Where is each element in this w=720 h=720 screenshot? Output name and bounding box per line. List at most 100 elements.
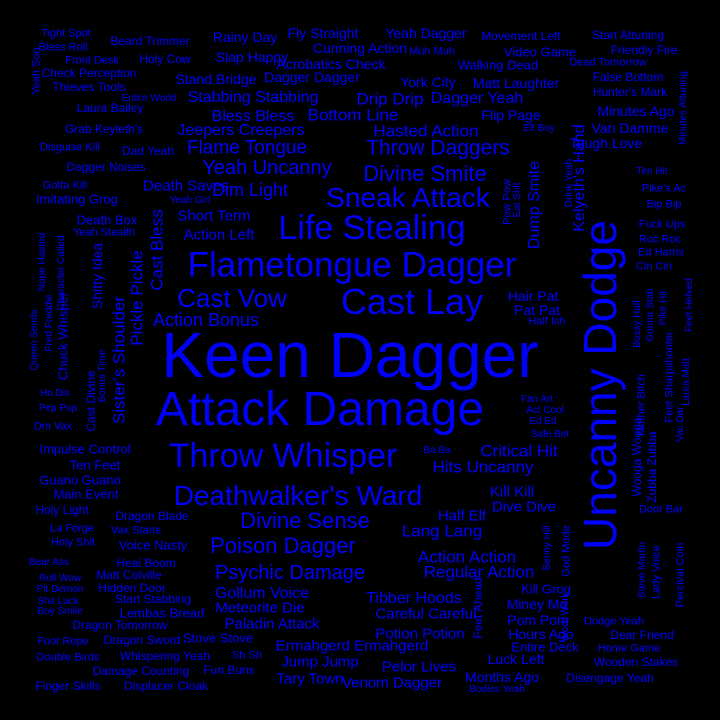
cloud-word: Nope Hasted: [37, 232, 48, 292]
cloud-word: Divine Smite: [363, 161, 487, 186]
cloud-word: Matt Laughter: [472, 75, 560, 91]
cloud-word: Cast Vow: [177, 283, 287, 313]
cloud-word: Disengage Yeah: [566, 671, 654, 685]
cloud-word: Jump Jump: [281, 653, 359, 671]
cloud-word: York City: [400, 74, 456, 90]
cloud-word: Dear Friend: [610, 628, 674, 642]
cloud-word: Pike Hit: [658, 290, 669, 326]
cloud-word: Benny Hill: [542, 525, 553, 571]
cloud-word: Yeah Son: [30, 47, 43, 95]
cloud-word: Yeah Uncanny: [202, 157, 332, 179]
cloud-word: Throw Whisper: [168, 437, 398, 475]
cloud-word: Foot Rope: [37, 635, 89, 648]
cloud-word: Muh Muh: [409, 45, 455, 58]
cloud-word: Dodge Yeah: [584, 615, 644, 628]
cloud-word: Vac Dar: [675, 406, 686, 442]
cloud-word: Imitating Grog: [36, 191, 118, 207]
cloud-word: Shit Luck: [37, 596, 79, 607]
cloud-word: Main Event: [53, 486, 119, 502]
cloud-word: Pelor Lives: [381, 658, 457, 676]
cloud-word: Walking Dead: [457, 57, 539, 73]
cloud-word: Rainy Day: [212, 29, 278, 45]
cloud-word: Van Damme: [591, 120, 669, 136]
cloud-word: Ten Feet: [69, 457, 121, 473]
cloud-word: Meteorite Die: [215, 599, 305, 617]
cloud-word: Cast Lay: [340, 281, 484, 322]
cloud-word: Bottom Line: [307, 105, 399, 125]
cloud-word: Flametongue Dagger: [187, 245, 517, 285]
cloud-word: Bodies Yeah: [469, 684, 525, 695]
cloud-word: Bossy Half: [632, 300, 643, 348]
cloud-word: Character Called: [56, 235, 67, 311]
cloud-word: Gonna Stab: [645, 288, 656, 342]
cloud-word: Uncanny Dodge: [574, 220, 626, 550]
cloud-word: Flip Page: [481, 107, 541, 123]
cloud-word: Paladin Attack: [224, 615, 320, 633]
cloud-word: Check Perception: [41, 66, 137, 80]
cloud-word: Luck Left: [487, 651, 545, 667]
cloud-word: Zubba Zubba: [645, 431, 659, 503]
cloud-word: Feet Sharpshooter: [663, 331, 676, 423]
cloud-word: Home Game: [597, 642, 661, 655]
cloud-word: Drink Yeah: [564, 158, 575, 208]
cloud-word: Queen Sends: [29, 309, 40, 371]
cloud-word: Cin Cin: [635, 260, 673, 273]
cloud-word: Fan Art: [520, 394, 554, 405]
cloud-word: Minutes Attuning: [678, 71, 689, 145]
cloud-word: Hours Ago: [508, 626, 574, 642]
cloud-word: Mother Bitch: [635, 374, 648, 436]
cloud-word: Yeah Stealth: [73, 226, 135, 239]
cloud-word: Bless Roll: [38, 41, 88, 54]
cloud-word: Critical Hit: [480, 441, 558, 461]
cloud-word: Throw Daggers: [366, 136, 510, 160]
cloud-word: Jeepers Creepers: [177, 122, 305, 139]
cloud-word: Tight Spot: [41, 27, 91, 40]
cloud-word: Pom Pom: [507, 612, 569, 628]
cloud-word: Damage Counting: [92, 664, 190, 678]
cloud-word: Laura Bailey: [76, 101, 144, 115]
cloud-word: Miney Mo: [506, 596, 568, 612]
cloud-word: Gotta Kill: [42, 179, 88, 192]
cloud-word: Death Box: [76, 212, 138, 228]
cloud-word: Divine Sense: [240, 508, 370, 533]
cloud-word: Holy Light: [35, 503, 89, 517]
cloud-word: Life Stealing: [278, 209, 466, 247]
cloud-word: Bear Ass: [28, 557, 70, 568]
cloud-word: Front Desk: [65, 54, 119, 67]
cloud-word: Hasted Action: [373, 121, 479, 141]
cloud-word: Dm Vax: [33, 420, 73, 433]
cloud-word: Psychic Damage: [214, 562, 366, 584]
cloud-word: Ho Dis: [39, 388, 71, 399]
cloud-word: Tibber Hoods: [366, 590, 462, 607]
cloud-word: Stand Bridge: [175, 71, 257, 87]
cloud-word: Friendly Fire: [610, 43, 678, 57]
cloud-word: Holy Cow: [139, 52, 191, 66]
cloud-word: Hair Pat: [507, 288, 559, 304]
cloud-word: Sneak Attack: [326, 182, 490, 213]
cloud-word: Gollum Voice: [214, 585, 310, 602]
cloud-word: Cunning Action: [312, 40, 408, 56]
cloud-word: Flame Tongue: [186, 137, 308, 159]
cloud-word: Dim Light: [211, 180, 289, 200]
cloud-word: Poison Dagger: [210, 533, 356, 558]
cloud-word: God Mode: [560, 525, 573, 577]
cloud-word: Roll Wow: [38, 573, 82, 584]
cloud-word: Double Birds: [36, 651, 100, 664]
cloud-word: Safe Bet: [530, 429, 570, 440]
cloud-word: Attack Damage: [155, 383, 485, 436]
cloud-word: Hits Uncanny: [432, 457, 534, 477]
cloud-word: Pike's Ac: [641, 182, 687, 195]
cloud-word: Video Game: [503, 44, 577, 60]
cloud-word: Lang Lang: [401, 521, 483, 541]
cloud-word: Feet Ahead: [471, 577, 485, 639]
cloud-word: Start Attuning: [591, 28, 665, 42]
cloud-word: Ermahgerd Ermahgerd: [275, 637, 429, 655]
cloud-word: Movement Left: [481, 29, 561, 43]
cloud-word: Minutes Ago: [597, 103, 675, 119]
cloud-word: Matt Colville: [96, 568, 162, 582]
cloud-word: Dead Tomorrow: [569, 56, 647, 69]
cloud-word: Dragon Blade: [115, 509, 189, 523]
cloud-word: Dagger Yeah: [430, 90, 524, 107]
cloud-word: Pit Demon: [36, 584, 84, 595]
